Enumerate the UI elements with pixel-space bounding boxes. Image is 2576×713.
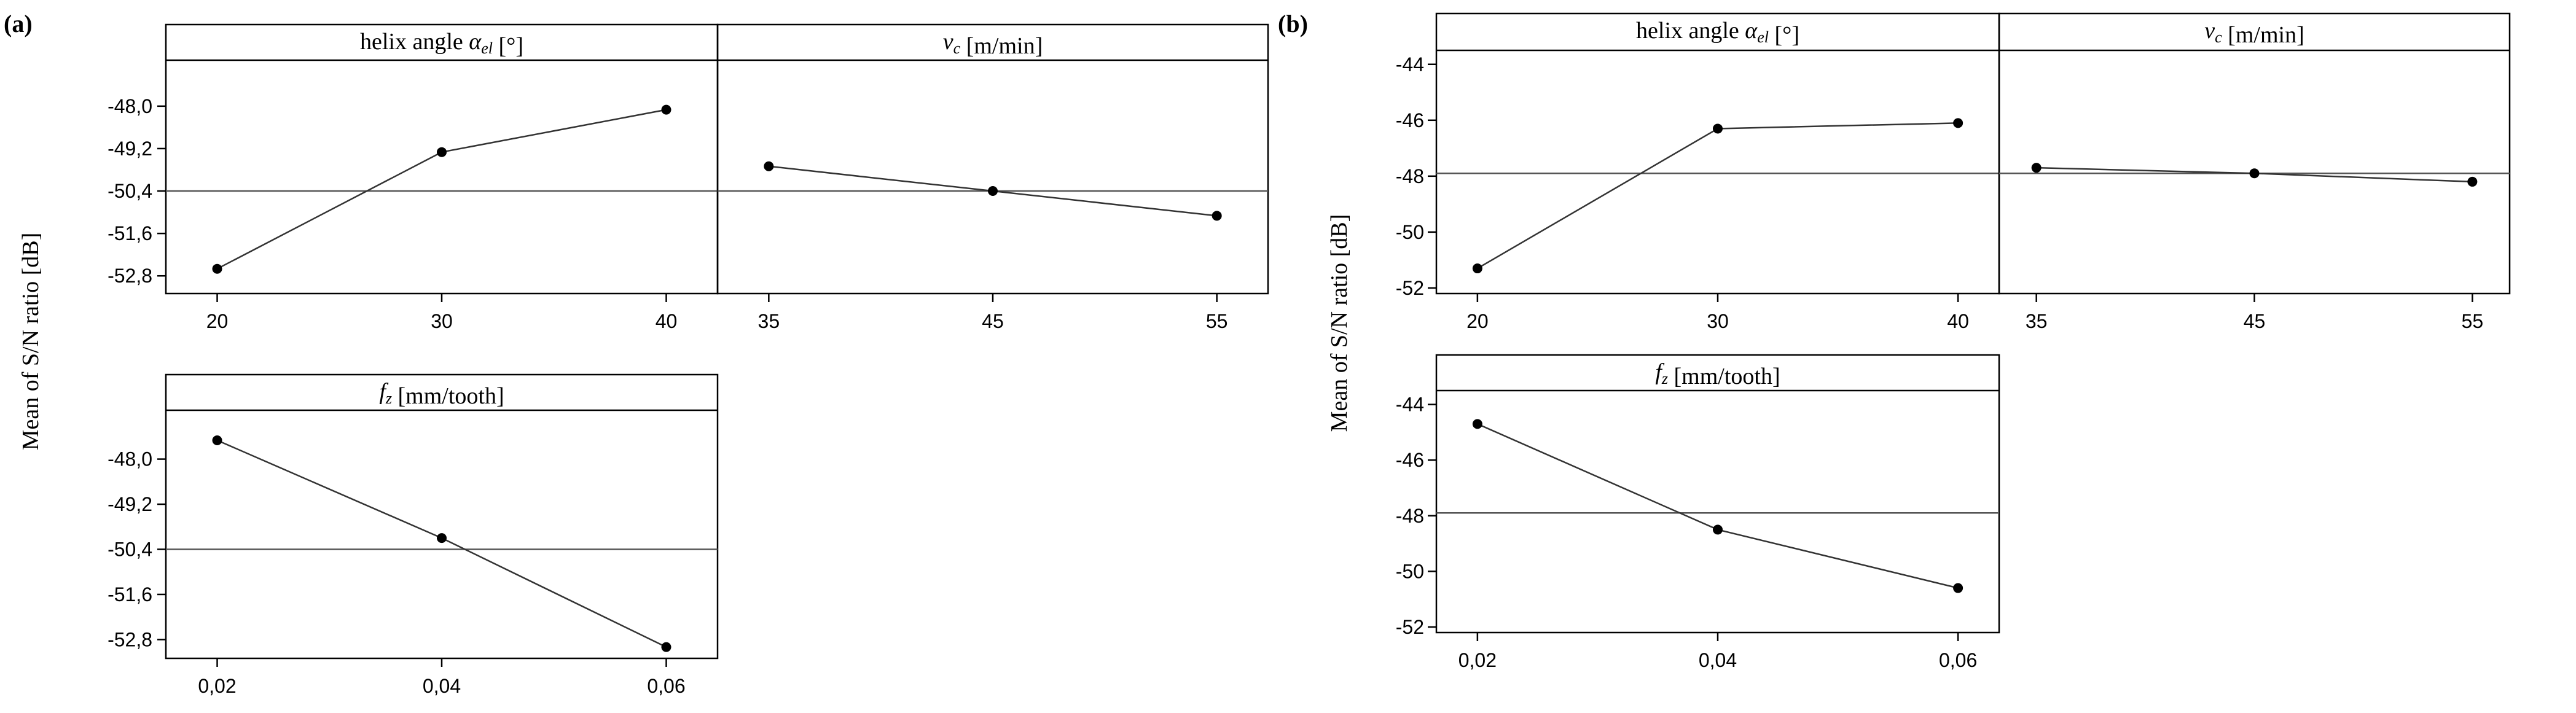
y-tick-label: -52: [1396, 616, 1424, 638]
subplot-frame: [1435, 354, 2000, 634]
x-tick-label: 30: [431, 310, 453, 332]
subplot-title: fz [mm/tooth]: [379, 379, 504, 409]
y-tick-label: -52,8: [108, 628, 152, 650]
x-tick-label: 40: [1947, 310, 1969, 332]
x-tick-label: 20: [206, 310, 229, 332]
y-tick-label: -51,6: [108, 222, 152, 244]
panel-label-a: (a): [4, 10, 33, 37]
y-tick-label: -50,4: [108, 538, 152, 560]
x-tick-label: 20: [1466, 310, 1489, 332]
x-tick-label: 45: [982, 310, 1004, 332]
series-line: [1477, 122, 1959, 270]
y-axis-label: Mean of S/N ratio [dB]: [18, 233, 44, 451]
series-line: [217, 439, 667, 648]
data-point: [661, 642, 671, 652]
x-tick-label: 0,02: [198, 675, 236, 697]
panel-label-b: (b): [1278, 10, 1308, 37]
x-tick-label: 0,02: [1458, 649, 1497, 671]
data-point: [1212, 211, 1222, 221]
y-axis-label: Mean of S/N ratio [dB]: [1326, 214, 1352, 432]
x-tick-label: 0,06: [647, 675, 685, 697]
subplot-title: vc [m/min]: [943, 29, 1043, 59]
y-tick-label: -49,2: [108, 138, 152, 160]
y-tick-label: -51,6: [108, 583, 152, 606]
x-tick-label: 55: [1206, 310, 1228, 332]
x-tick-label: 30: [1707, 310, 1729, 332]
x-tick-label: 35: [2026, 310, 2048, 332]
y-tick-label: -52: [1396, 277, 1424, 299]
data-point: [1472, 263, 1482, 274]
data-point: [1713, 123, 1723, 134]
data-point: [2031, 163, 2042, 173]
y-tick-label: -48,0: [108, 95, 152, 117]
data-point: [437, 533, 447, 544]
data-point: [764, 161, 774, 171]
data-point: [212, 435, 222, 445]
data-point: [1713, 524, 1723, 535]
y-tick-label: -48: [1396, 505, 1424, 527]
x-tick-label: 40: [656, 310, 678, 332]
data-point: [437, 147, 447, 157]
x-tick-label: 0,06: [1939, 649, 1977, 671]
y-tick-label: -50: [1396, 221, 1424, 243]
y-tick-label: -46: [1396, 449, 1424, 471]
data-point: [988, 186, 998, 197]
series-line: [1477, 423, 1959, 589]
data-point: [661, 104, 671, 115]
subplot-title: helix angle αel [°]: [1636, 18, 1799, 48]
subplot-frame: [1998, 12, 2511, 295]
subplot-frame: [716, 23, 1269, 295]
data-point: [1472, 419, 1482, 429]
x-tick-label: 0,04: [1699, 649, 1737, 671]
subplot-title: fz [mm/tooth]: [1655, 359, 1780, 389]
subplot-title: helix angle αel [°]: [360, 29, 523, 59]
subplot-frame: [165, 373, 719, 660]
subplot-title: vc [m/min]: [2204, 18, 2304, 48]
data-point: [2249, 168, 2260, 179]
x-tick-label: 45: [2244, 310, 2266, 332]
data-point: [1953, 583, 1963, 593]
series-line: [216, 109, 667, 270]
y-tick-label: -48,0: [108, 448, 152, 470]
y-tick-label: -48: [1396, 165, 1424, 187]
y-tick-label: -46: [1396, 109, 1424, 131]
x-tick-label: 55: [2462, 310, 2484, 332]
y-tick-label: -44: [1396, 53, 1424, 76]
data-point: [1953, 118, 1963, 128]
data-point: [2467, 176, 2478, 187]
y-tick-label: -50: [1396, 560, 1424, 582]
data-point: [212, 263, 222, 274]
subplot-frame: [1435, 12, 2000, 295]
x-tick-label: 0,04: [423, 675, 461, 697]
y-tick-label: -44: [1396, 394, 1424, 416]
y-tick-label: -52,8: [108, 265, 152, 287]
y-tick-label: -50,4: [108, 180, 152, 202]
x-tick-label: 35: [758, 310, 780, 332]
y-tick-label: -49,2: [108, 493, 152, 515]
